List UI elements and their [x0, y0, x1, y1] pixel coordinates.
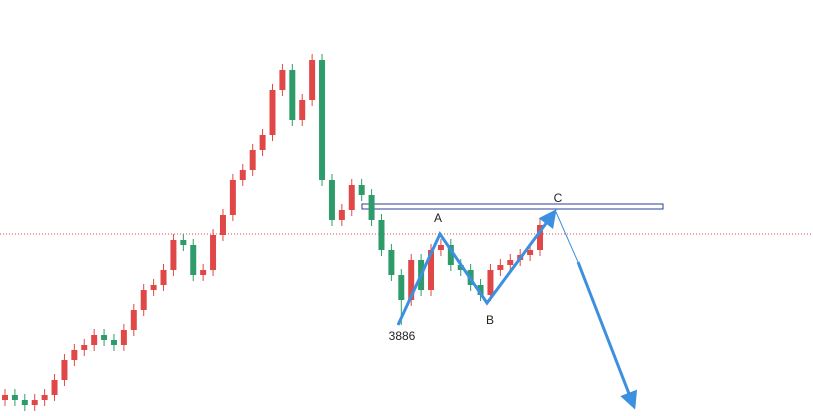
projection-arrow: [576, 261, 638, 410]
candle-body: [319, 60, 326, 180]
candle-body: [81, 345, 88, 350]
candle-body: [378, 220, 385, 250]
candle-body: [91, 335, 98, 345]
candle-body: [190, 245, 197, 275]
candle-body: [507, 260, 514, 265]
candle-body: [398, 275, 405, 300]
candle-body: [219, 215, 226, 235]
candle-body: [120, 330, 127, 345]
candle-body: [31, 400, 38, 405]
candle-body: [150, 285, 157, 290]
candle-body: [259, 135, 266, 150]
candle-body: [200, 270, 207, 275]
label-a: A: [434, 211, 442, 225]
candle-body: [497, 265, 504, 270]
candle-body: [140, 290, 147, 310]
candle-body: [408, 260, 415, 300]
candle-body: [457, 265, 464, 270]
candle-body: [447, 245, 454, 265]
candle-body: [160, 270, 167, 285]
zone-box: [361, 203, 664, 210]
candle-body: [358, 185, 365, 195]
candle-body: [2, 395, 8, 400]
candle-body: [368, 195, 375, 220]
candle-body: [101, 335, 108, 340]
label-c: C: [554, 191, 563, 205]
candle-body: [289, 70, 296, 120]
candle-body: [388, 250, 395, 275]
candle-body: [21, 400, 28, 405]
candle-body: [71, 350, 78, 360]
candle-body: [537, 225, 543, 250]
candle-body: [437, 245, 444, 250]
label-b: B: [486, 313, 494, 327]
candle-body: [229, 180, 236, 215]
candle-body: [279, 70, 286, 90]
wave-line: [397, 233, 441, 326]
candle-body: [249, 150, 256, 170]
low-label: 3886: [389, 329, 416, 343]
candle-body: [41, 395, 48, 400]
candle-body: [428, 250, 435, 290]
candle-body: [269, 90, 276, 135]
candle-body: [239, 170, 246, 180]
candle-body: [170, 240, 177, 270]
projection-line: [555, 211, 579, 263]
candle-body: [299, 100, 306, 120]
candle-body: [61, 360, 68, 380]
candle-body: [477, 285, 484, 295]
candle-body: [180, 240, 187, 245]
candle-body: [328, 180, 335, 220]
candle-body: [527, 250, 534, 255]
candle-body: [210, 235, 217, 270]
candle-body: [348, 185, 355, 210]
candle-body: [130, 310, 137, 330]
candle-body: [51, 380, 58, 395]
candle-body: [11, 395, 18, 400]
candle-body: [487, 270, 494, 295]
candle-body: [338, 210, 345, 220]
candle-body: [309, 60, 316, 100]
candle-body: [110, 340, 117, 345]
candles: [2, 54, 543, 411]
